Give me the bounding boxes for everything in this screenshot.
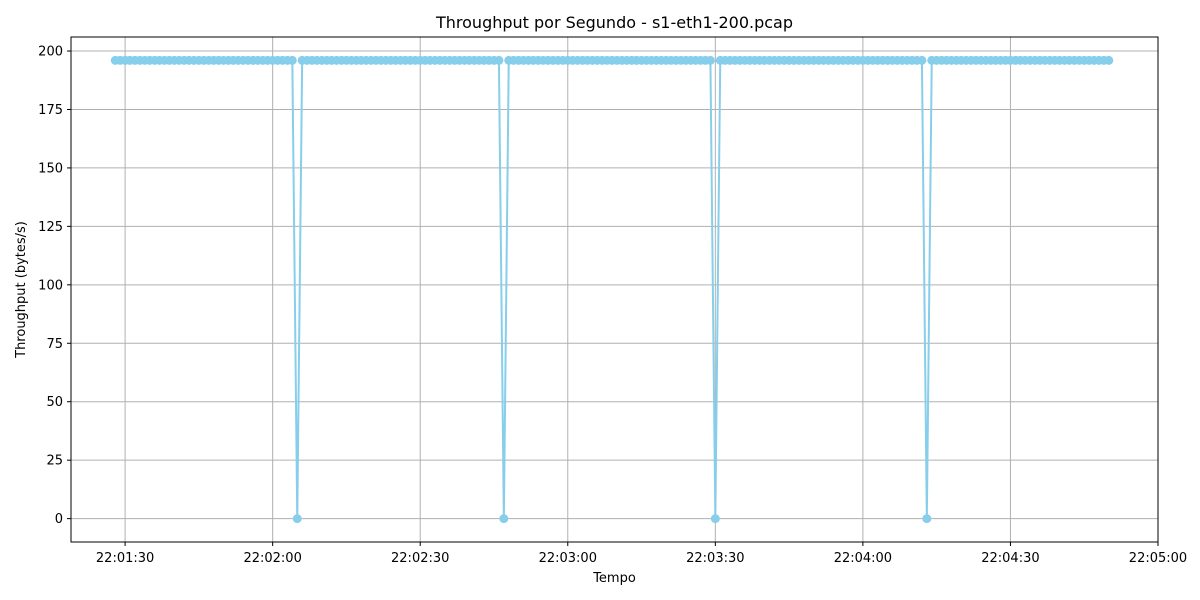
- data-point-22:02:04: [287, 55, 297, 65]
- data-point-22:04:13: [922, 514, 932, 524]
- x-tick-label: 22:01:30: [96, 551, 154, 566]
- x-tick-label: 22:03:00: [539, 551, 597, 566]
- y-axis: 0 25 50 75 100 125 150 175 200: [38, 45, 71, 527]
- x-tick-label: 22:04:30: [981, 551, 1039, 566]
- x-tick-label: 22:02:00: [243, 551, 301, 566]
- chart-title: Throughput por Segundo - s1-eth1-200.pca…: [435, 13, 793, 32]
- y-tick-label: 175: [38, 103, 63, 118]
- data-point-22:04:50: [1104, 55, 1114, 65]
- data-point-22:04:12: [917, 55, 927, 65]
- x-tick-label: 22:03:30: [686, 551, 744, 566]
- grid: [71, 37, 1159, 542]
- data-point-22:02:46: [494, 55, 504, 65]
- y-tick-label: 150: [38, 161, 63, 176]
- throughput-line: [115, 59, 1109, 519]
- y-tick-label: 75: [46, 337, 63, 352]
- plot-frame: [70, 36, 1159, 543]
- y-axis-label: Throughput (bytes/s): [14, 221, 29, 359]
- data-point-22:03:30: [710, 514, 720, 524]
- y-tick-label: 100: [38, 278, 63, 293]
- data-point-22:02:05: [292, 514, 302, 524]
- y-tick-label: 50: [46, 395, 63, 410]
- y-tick-label: 200: [38, 45, 63, 60]
- series-line: [110, 55, 1114, 524]
- y-tick-label: 25: [46, 454, 63, 469]
- x-axis-label: Tempo: [592, 571, 636, 586]
- x-tick-label: 22:05:00: [1129, 551, 1187, 566]
- y-tick-label: 125: [38, 220, 63, 235]
- x-axis: 22:01:30 22:02:00 22:02:30 22:03:00 22:03:30…: [96, 542, 1187, 566]
- x-tick-label: 22:04:00: [834, 551, 892, 566]
- data-point-22:02:47: [499, 514, 509, 524]
- data-point-22:03:29: [705, 55, 715, 65]
- x-tick-label: 22:02:30: [391, 551, 449, 566]
- y-tick-label: 0: [55, 512, 63, 527]
